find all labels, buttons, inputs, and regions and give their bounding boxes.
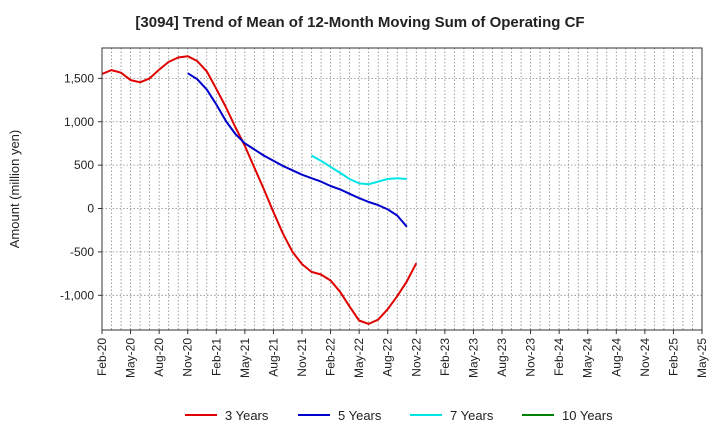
x-tick-label: Nov-21 — [295, 338, 309, 377]
x-tick-label: Aug-24 — [609, 338, 623, 377]
x-tick-label: May-25 — [695, 338, 709, 378]
plot-area — [102, 48, 702, 330]
x-tick-label: Aug-20 — [152, 338, 166, 377]
x-tick-label: Nov-20 — [181, 338, 195, 377]
y-tick-label: -500 — [70, 245, 94, 259]
y-tick-label: 0 — [87, 202, 94, 216]
x-tick-label: May-22 — [352, 338, 366, 378]
series-line-7-years — [311, 154, 407, 186]
x-tick-label: Aug-22 — [381, 338, 395, 377]
legend-label-7-years: 7 Years — [450, 408, 494, 423]
y-tick-label: -1,000 — [60, 288, 94, 302]
x-tick-label: May-20 — [124, 338, 138, 378]
series-line-3-years — [101, 55, 418, 325]
legend-label-3-years: 3 Years — [225, 408, 269, 423]
x-tick-label: Feb-23 — [438, 338, 452, 376]
x-tick-label: Feb-25 — [666, 338, 680, 376]
x-tick-label: Feb-22 — [324, 338, 338, 376]
x-tick-label: Aug-23 — [495, 338, 509, 377]
series-lines — [101, 55, 418, 325]
series-line-5-years — [187, 72, 408, 228]
legend-label-5-years: 5 Years — [338, 408, 382, 423]
x-tick-label: Feb-20 — [95, 338, 109, 376]
x-tick-label: Nov-24 — [638, 338, 652, 377]
x-tick-label: May-24 — [581, 338, 595, 378]
x-tick-label: Nov-23 — [524, 338, 538, 377]
axes — [101, 47, 703, 331]
x-tick-label: Nov-22 — [409, 338, 423, 377]
x-tick-label: Feb-21 — [209, 338, 223, 376]
y-tick-label: 1,500 — [64, 71, 94, 85]
x-tick-label: May-21 — [238, 338, 252, 378]
plot-background — [102, 48, 702, 330]
x-tick-labels: Feb-20 May-20 Aug-20 Nov-20 Feb-21 May-21 Aug-… — [95, 330, 709, 378]
legend: 3 Years 5 Years 7 Years 10 Years — [185, 408, 613, 423]
legend-label-10-years: 10 Years — [562, 408, 613, 423]
x-tick-label: Feb-24 — [552, 338, 566, 376]
y-tick-label: 1,000 — [64, 115, 94, 129]
y-tick-labels: 1,500 1,000 500 0 -500 -1,000 — [60, 71, 102, 302]
y-axis-label: Amount (million yen) — [7, 130, 22, 249]
x-tick-label: Aug-21 — [266, 338, 280, 377]
plot-frame — [101, 47, 703, 331]
chart-title: [3094] Trend of Mean of 12-Month Moving … — [135, 14, 585, 31]
y-tick-label: 500 — [74, 158, 94, 172]
x-tick-label: May-23 — [466, 338, 480, 378]
